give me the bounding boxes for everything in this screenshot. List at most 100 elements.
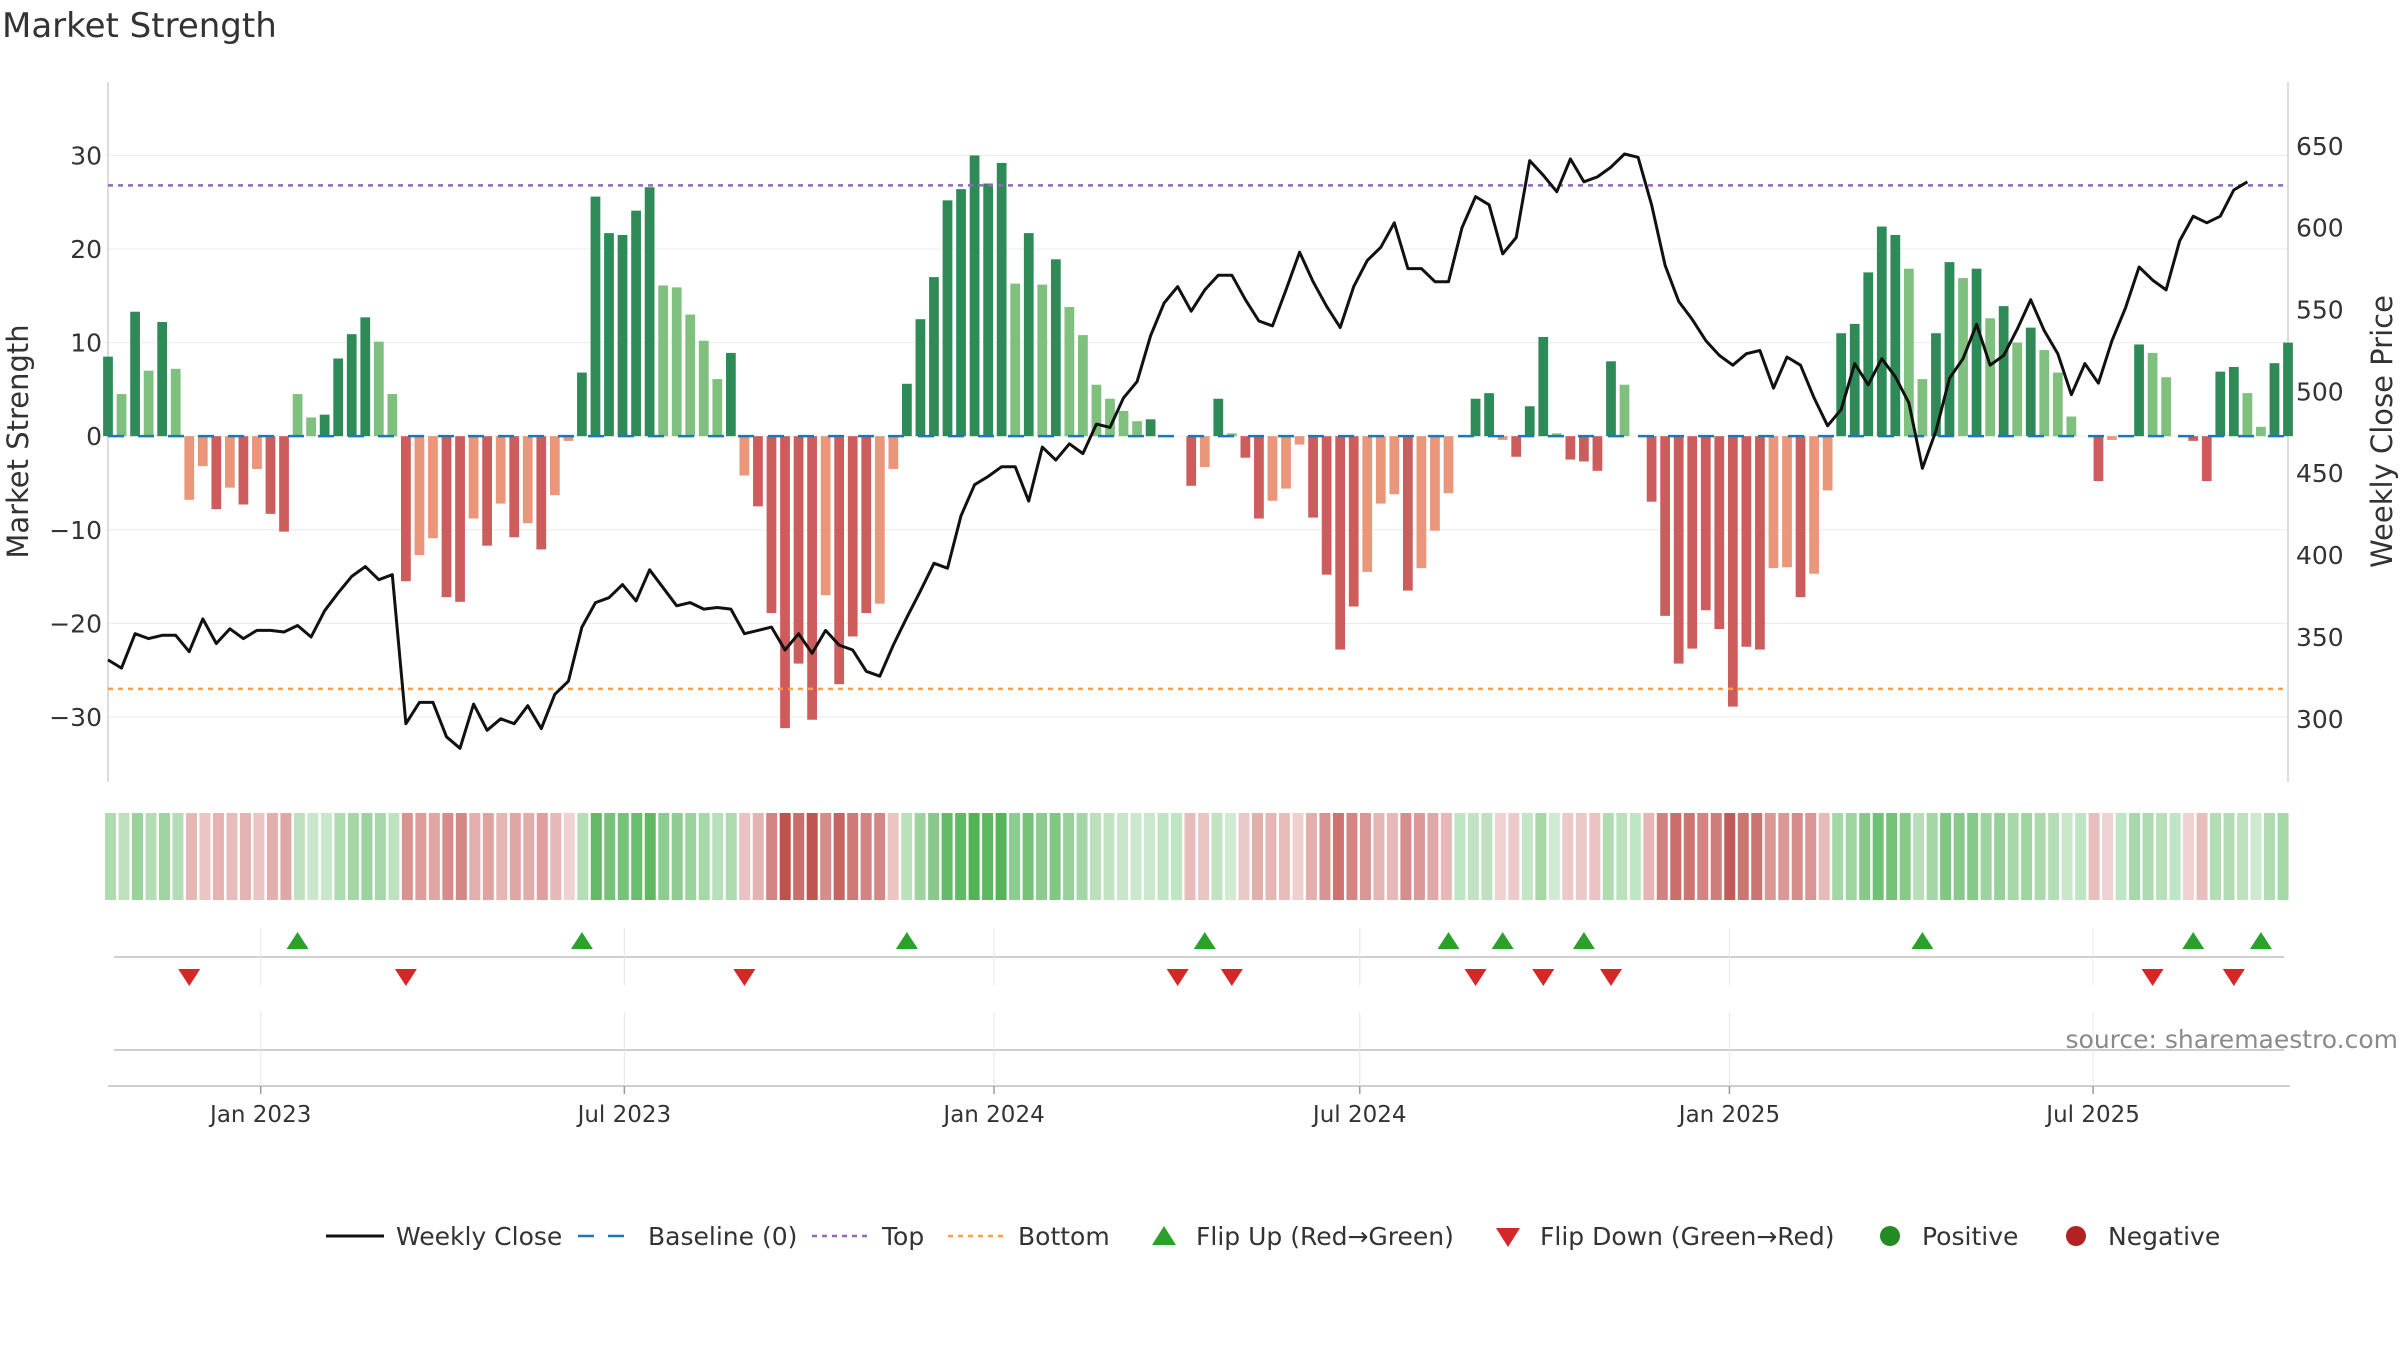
strength-bar <box>2039 350 2050 437</box>
strength-bar <box>1822 436 1833 491</box>
legend-label: Top <box>881 1222 924 1251</box>
strength-bar <box>1890 234 1901 437</box>
legend-item: Positive <box>1880 1222 2018 1251</box>
source-note: source: sharemaestro.com <box>2066 1025 2399 1054</box>
strength-bar <box>1741 436 1752 647</box>
strength-strip-cell <box>1251 813 1263 900</box>
strength-bar <box>1565 436 1576 460</box>
strength-strip-cell <box>1683 813 1695 900</box>
strength-strip-cell <box>1832 813 1844 900</box>
strength-bar <box>590 196 601 437</box>
strength-bar <box>1240 436 1251 458</box>
strength-bar <box>1985 318 1995 437</box>
strength-bar <box>306 417 316 437</box>
legend-label: Positive <box>1922 1222 2018 1251</box>
strength-bar <box>1064 307 1075 437</box>
strength-strip-cell <box>1171 813 1183 900</box>
strength-strip-cell <box>1346 813 1358 900</box>
strength-strip-cell <box>320 813 332 900</box>
strength-strip-cell <box>185 813 197 900</box>
strength-strip-cell <box>1818 813 1830 900</box>
strength-bar <box>2161 377 2172 437</box>
strength-bar <box>1917 379 1928 437</box>
strength-strip-cell <box>1589 813 1601 900</box>
strength-strip-cell <box>361 813 373 900</box>
strength-strip-cell <box>428 813 440 900</box>
y-tick-label: −20 <box>49 609 102 638</box>
strength-bar <box>441 436 452 598</box>
x-tick-label: Jan 2024 <box>941 1102 1044 1128</box>
legend-label: Negative <box>2108 1222 2220 1251</box>
strength-strip-cell <box>1778 813 1790 900</box>
strength-bar <box>1998 306 2009 437</box>
strength-bar <box>1673 436 1684 664</box>
strength-bar <box>1646 436 1657 502</box>
y2-tick-label: 650 <box>2296 132 2344 161</box>
strength-strip-cell <box>685 813 697 900</box>
strength-strip-cell <box>1036 813 1048 900</box>
strength-bar <box>2066 416 2077 437</box>
strength-bar <box>1308 436 1318 518</box>
strength-strip-cell <box>1548 813 1560 900</box>
strength-bar <box>1037 284 1048 437</box>
strength-bar <box>617 234 628 437</box>
strength-strip-cell <box>2223 813 2235 900</box>
strength-strip-cell <box>1940 813 1952 900</box>
strength-bar <box>116 394 127 437</box>
strength-bar <box>157 322 168 437</box>
strength-strip-cell <box>1886 813 1898 900</box>
strength-bar <box>780 436 790 729</box>
strength-bar <box>170 368 181 437</box>
strength-strip-cell <box>2115 813 2127 900</box>
strength-strip-cell <box>455 813 467 900</box>
strength-strip-cell <box>1670 813 1682 900</box>
strength-strip-cell <box>1130 813 1142 900</box>
strength-strip-cell <box>199 813 211 900</box>
flip-down-marker <box>394 969 417 986</box>
flip-down-marker <box>733 969 756 986</box>
strength-bar <box>143 370 154 437</box>
flip-up-marker <box>286 932 309 949</box>
strength-strip-cell <box>644 813 656 900</box>
x-tick-label: Jan 2025 <box>1677 1102 1780 1128</box>
strength-bar <box>2215 371 2226 437</box>
strength-strip-cell <box>2264 813 2276 900</box>
strength-strip-cell <box>901 813 913 900</box>
strength-strip-cell <box>2048 813 2060 900</box>
strength-strip-cell <box>631 813 643 900</box>
flip-up-marker <box>895 932 918 949</box>
strength-strip-cell <box>1913 813 1925 900</box>
strength-strip-cell <box>1238 813 1250 900</box>
strength-bar <box>265 436 276 514</box>
legend-label: Bottom <box>1018 1222 1110 1251</box>
strength-strip-cell <box>590 813 602 900</box>
strength-bar <box>1362 436 1373 572</box>
strength-bar <box>2201 436 2212 482</box>
strength-strip-cell <box>658 813 670 900</box>
strength-strip-cell <box>1629 813 1641 900</box>
strength-strip-cell <box>1953 813 1965 900</box>
strength-bar <box>184 436 195 500</box>
strength-strip-cell <box>347 813 359 900</box>
strength-bar <box>996 162 1007 437</box>
flip-down-marker <box>1464 969 1487 986</box>
strength-bar <box>2134 344 2144 437</box>
strength-strip-cell <box>1063 813 1075 900</box>
strength-bar <box>658 285 669 437</box>
strength-strip-cell <box>1751 813 1763 900</box>
legend-label: Flip Down (Green→Red) <box>1540 1222 1835 1251</box>
strength-strip-cell <box>1616 813 1628 900</box>
strength-strip-cell <box>1805 813 1817 900</box>
strength-strip-cell <box>266 813 278 900</box>
strength-strip-cell <box>1791 813 1803 900</box>
strength-strip-cell <box>941 813 953 900</box>
strength-strip-cell <box>2237 813 2249 900</box>
strength-strip-cell <box>1697 813 1709 900</box>
flip-up-marker <box>1193 932 1216 949</box>
strength-strip-cell <box>105 813 116 900</box>
strength-strip-cell <box>820 813 832 900</box>
strength-strip-cell <box>1373 813 1385 900</box>
strength-strip-cell <box>415 813 427 900</box>
y-tick-label: −10 <box>49 516 102 545</box>
strength-bar <box>834 436 845 685</box>
